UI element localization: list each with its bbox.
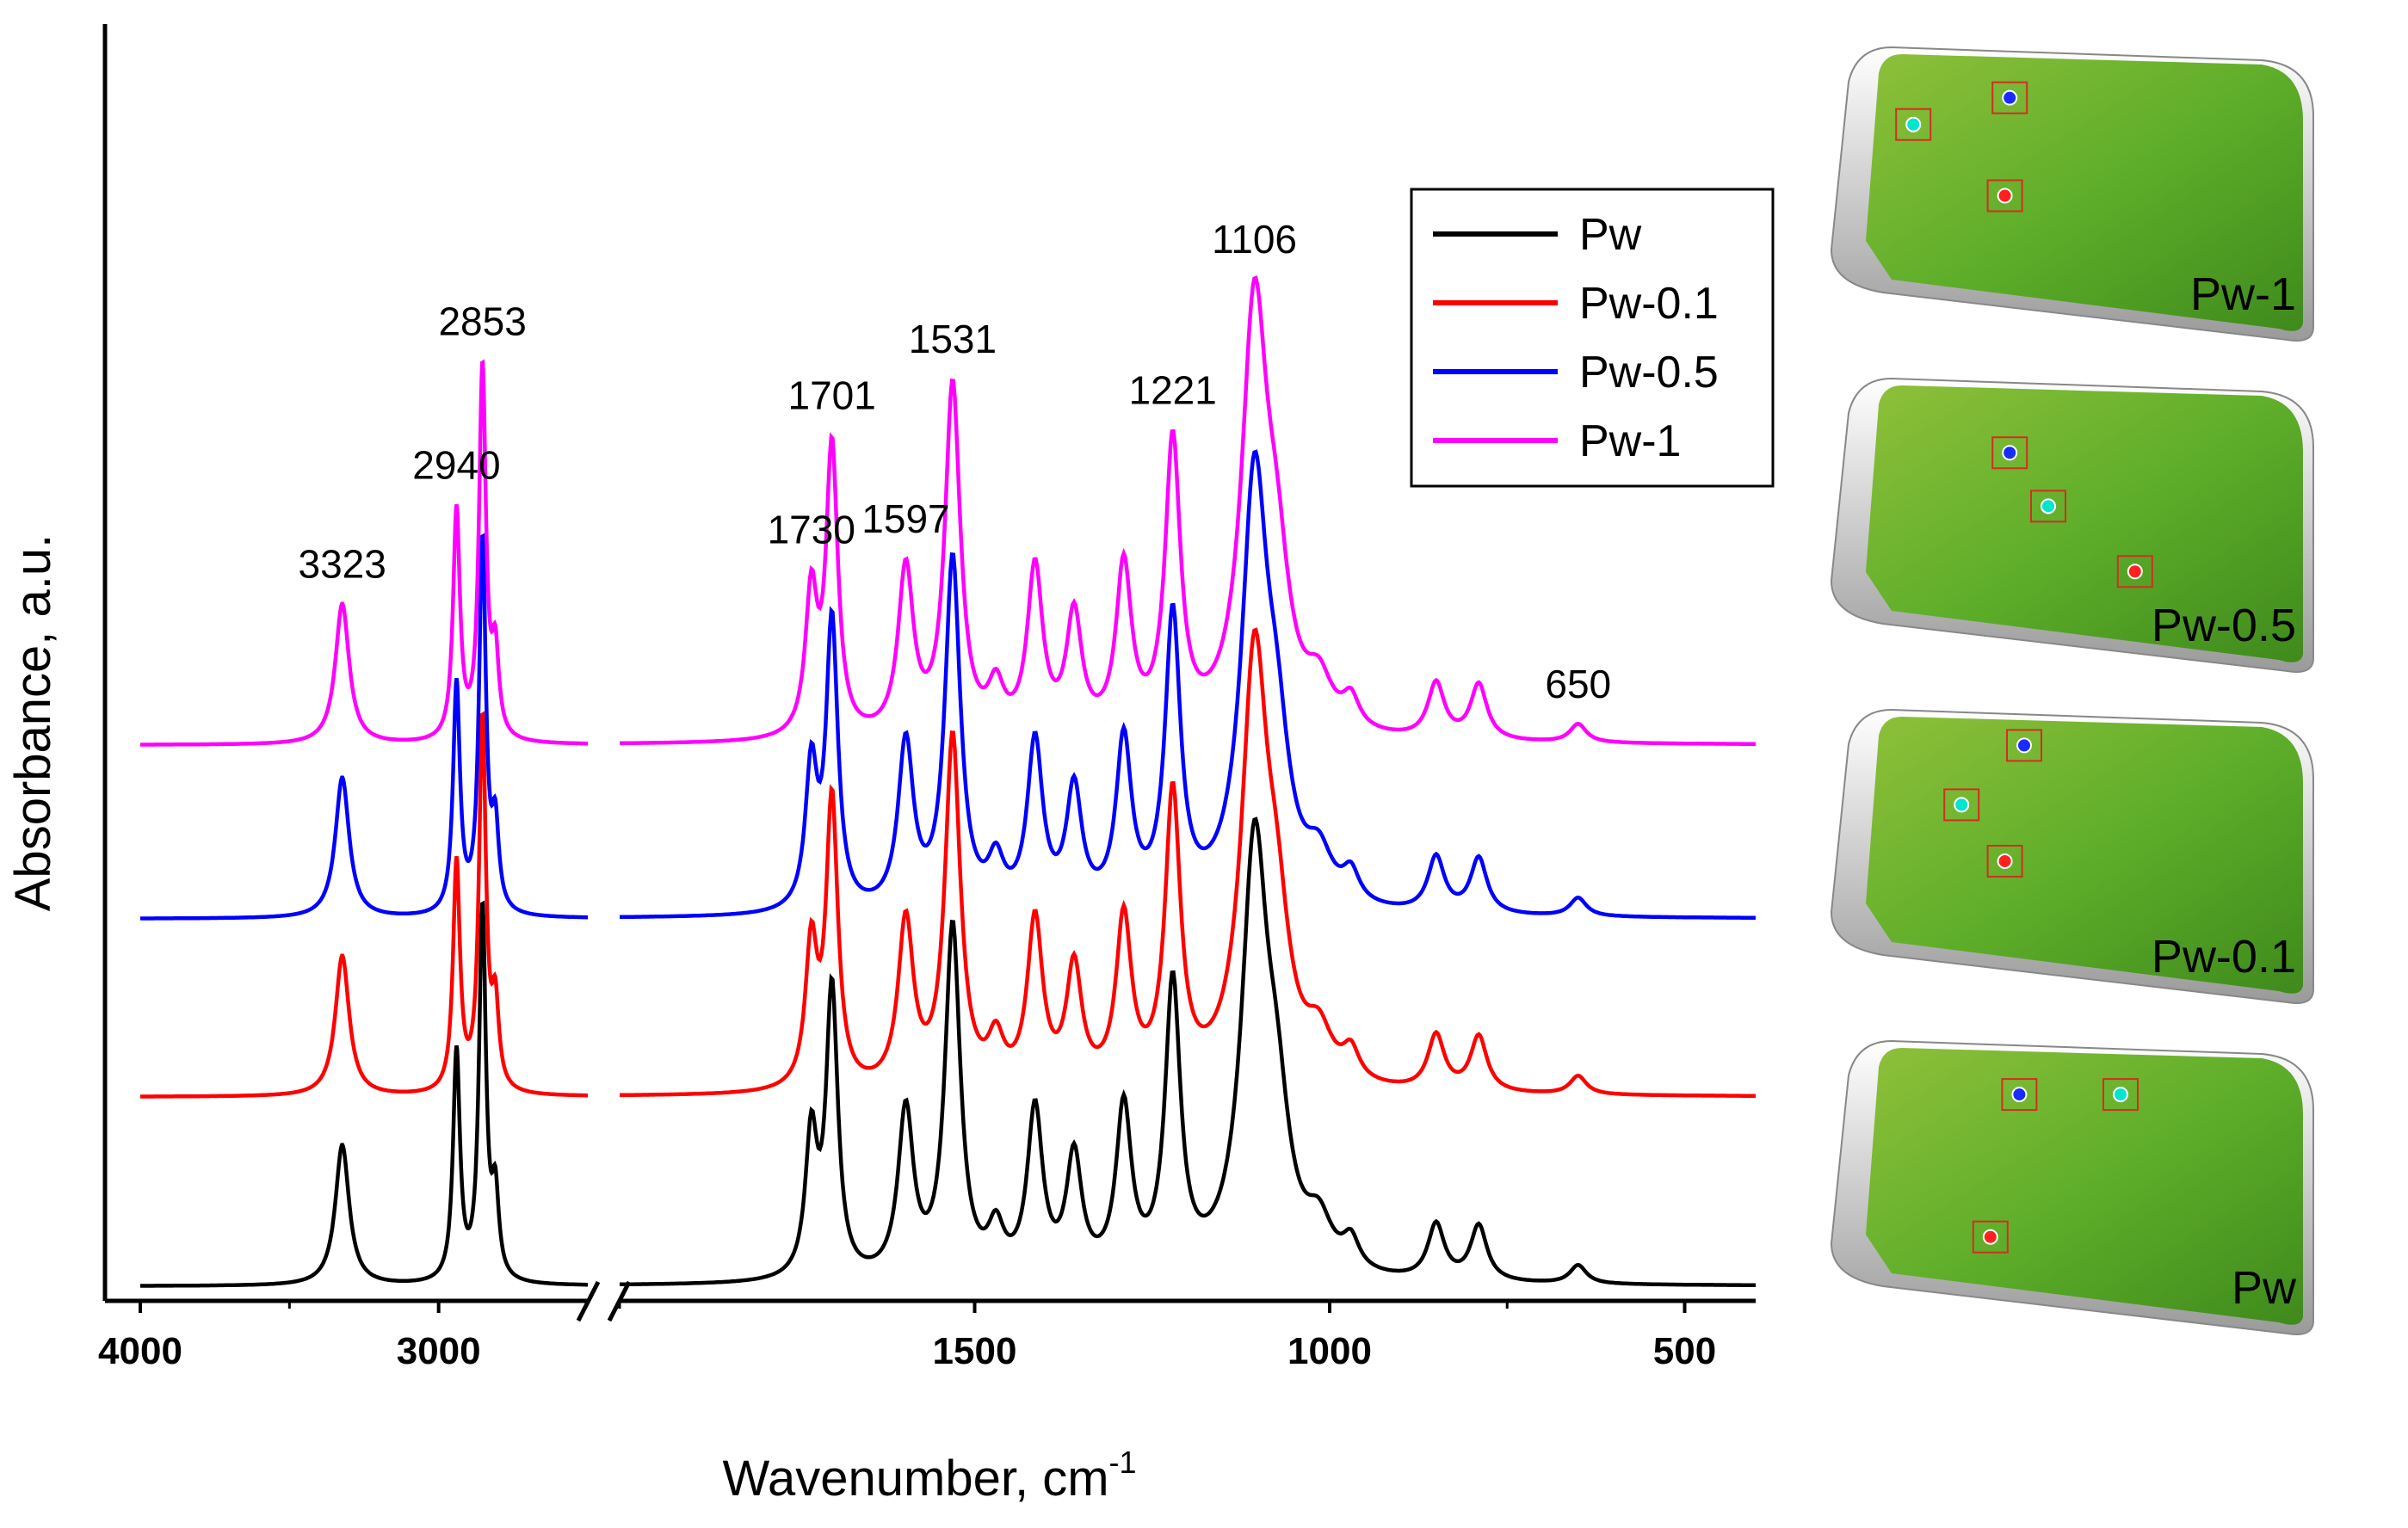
series-line-pw-05-left	[140, 533, 588, 921]
axes: 4000 3000 1500 1000 500	[98, 24, 1756, 1372]
axis-break-mark-1	[576, 1280, 601, 1322]
map-surface	[1866, 54, 2303, 331]
peak-label-2853: 2853	[438, 299, 526, 343]
legend-entry: Pw	[1579, 210, 1642, 260]
peak-label-1597: 1597	[861, 496, 949, 541]
x-axis-title-superscript: -1	[1109, 1445, 1137, 1480]
spot-marker-box	[2102, 1078, 2139, 1112]
peak-annotations: 3323 2940 2853 1730 1701 1597 1531 1221 1106 650	[299, 217, 1612, 706]
y-axis-title: Absorbance, a.u.	[5, 534, 61, 912]
x-tick-label: 4000	[98, 1330, 182, 1372]
legend-entry: Pw-1	[1579, 416, 1681, 466]
peak-label-1531: 1531	[909, 317, 997, 361]
map-label: Pw-0.1	[2152, 931, 2296, 983]
spot-marker	[2127, 564, 2143, 580]
surface-map-panel: Pw-0.5	[1830, 377, 2314, 673]
legend: Pw Pw-0.1 Pw-0.5 Pw-1	[1410, 188, 1775, 488]
surface-map-panel: Pw	[1830, 1039, 2314, 1335]
map-surface	[1866, 717, 2303, 994]
spot-marker	[2011, 1087, 2028, 1103]
map-surface	[1866, 1048, 2303, 1325]
spot-marker-box	[1972, 1220, 2009, 1254]
spot-marker-box	[1991, 81, 2028, 114]
map-label: Pw-1	[2190, 268, 2296, 320]
map-label: Pw-0.5	[2152, 600, 2296, 651]
series-line-pw-left	[140, 900, 588, 1288]
peak-label-1730: 1730	[768, 507, 855, 551]
series-line-pw-01-left	[140, 711, 588, 1099]
spot-marker	[1997, 853, 2013, 869]
series-line-pw-1-left	[140, 359, 588, 747]
spot-marker-box	[1895, 108, 1932, 141]
plot-area	[140, 275, 1756, 1288]
surface-map-panel: Pw-1	[1830, 46, 2314, 342]
spot-marker	[1997, 188, 2013, 204]
spot-marker	[2016, 737, 2032, 754]
spot-marker	[1905, 116, 1922, 132]
peak-label-3323: 3323	[299, 542, 386, 587]
legend-entry: Pw-0.1	[1579, 279, 1719, 329]
surface-map-panel: Pw-0.1	[1830, 708, 2314, 1004]
spot-marker-box	[1991, 436, 2028, 470]
series-line-pw-1-right	[620, 275, 1756, 746]
x-axis-title-main: Wavenumber, cm	[722, 1451, 1108, 1506]
spot-marker	[2002, 445, 2018, 461]
spot-marker-box	[1943, 788, 1980, 822]
spot-marker	[2002, 89, 2018, 106]
x-tick-label: 1500	[933, 1330, 1017, 1372]
spot-marker-box	[2116, 555, 2153, 588]
legend-box	[1410, 188, 1775, 488]
spot-marker	[1954, 797, 1970, 813]
peak-label-1221: 1221	[1129, 367, 1217, 412]
peak-label-2940: 2940	[412, 442, 500, 487]
spot-marker-box	[1986, 179, 2023, 213]
spot-marker-box	[2006, 729, 2042, 762]
spot-marker	[2113, 1087, 2128, 1103]
surface-maps: Pw-1 Pw-0.5 Pw-0.1 Pw	[1830, 46, 2314, 1335]
series-line-pw-01-right	[620, 627, 1756, 1098]
spot-marker	[2041, 498, 2056, 514]
peak-label-1106: 1106	[1212, 217, 1297, 262]
spot-marker	[1982, 1229, 1998, 1245]
x-tick-label: 3000	[397, 1330, 481, 1372]
spot-marker-box	[1986, 844, 2023, 878]
map-surface	[1866, 385, 2303, 662]
spot-marker-box	[2030, 490, 2066, 523]
spot-marker-box	[2001, 1078, 2038, 1112]
legend-entry: Pw-0.5	[1579, 348, 1719, 397]
peak-label-1701: 1701	[788, 373, 876, 418]
series-line-pw-05-right	[620, 449, 1756, 920]
x-tick-label: 1000	[1287, 1330, 1372, 1372]
peak-label-650: 650	[1545, 662, 1611, 706]
map-label: Pw	[2232, 1262, 2297, 1314]
series-line-pw-right	[620, 816, 1756, 1287]
x-axis-title: Wavenumber, cm-1	[722, 1445, 1136, 1506]
x-tick-label: 500	[1653, 1330, 1716, 1372]
